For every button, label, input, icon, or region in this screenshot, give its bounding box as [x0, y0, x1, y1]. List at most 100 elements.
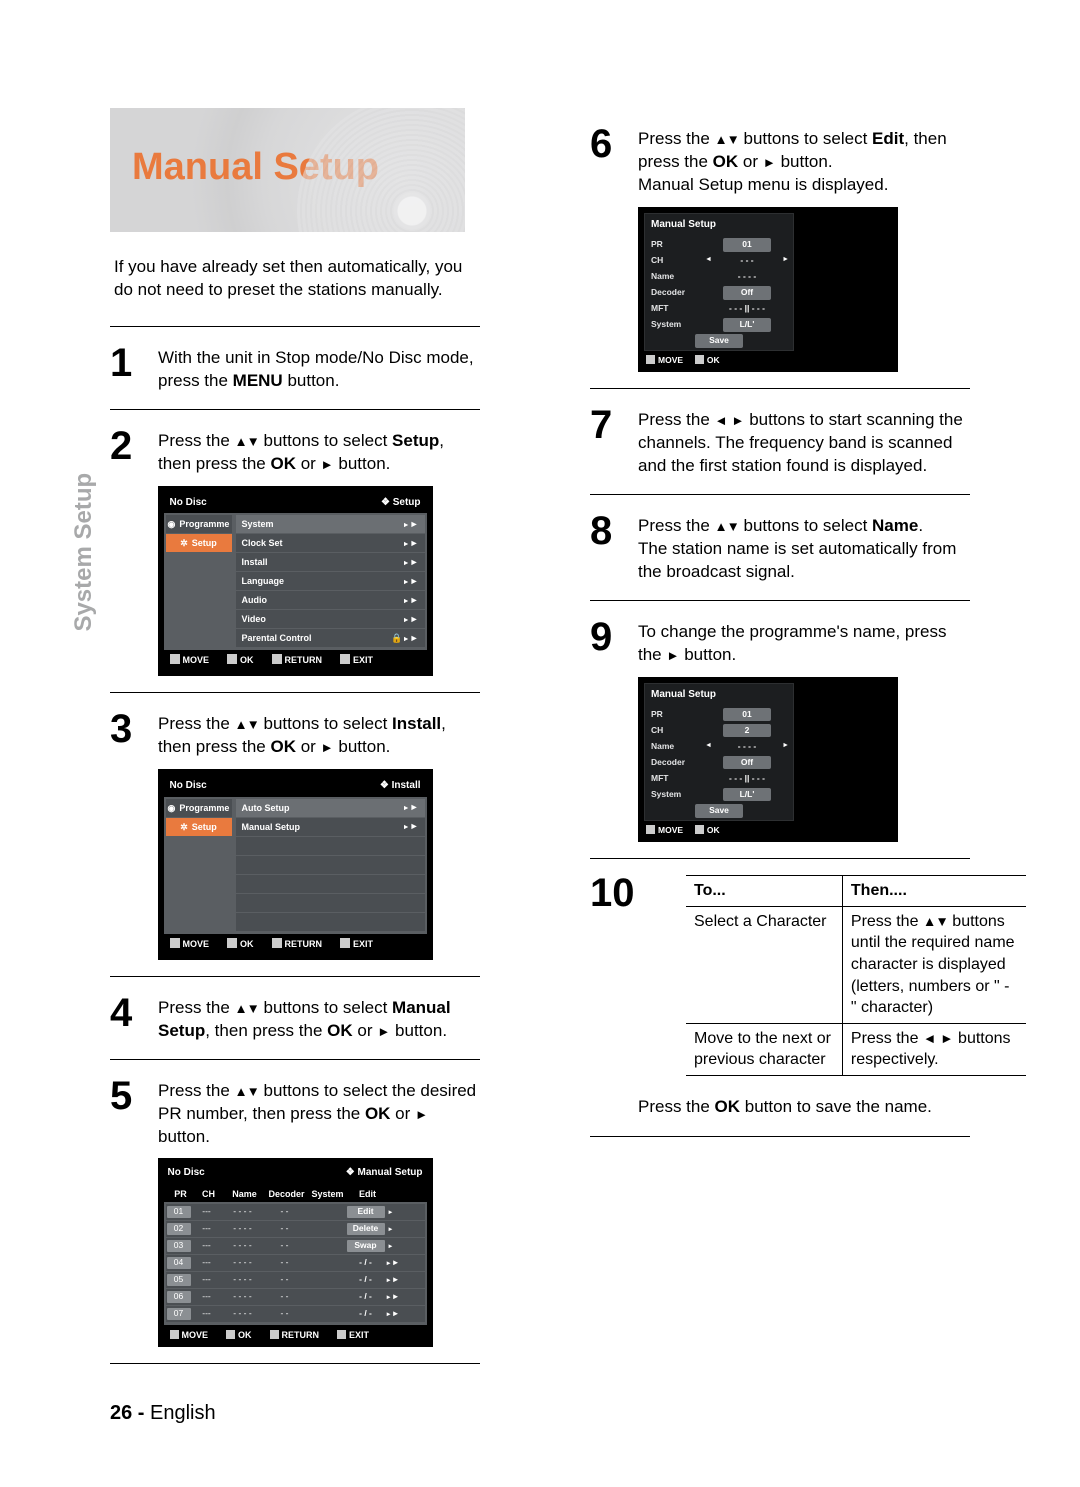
return-icon — [272, 938, 282, 948]
osd-row: Clock Set► — [236, 534, 425, 552]
osd-row: Name- - - - — [647, 739, 791, 754]
osd-tabs: ◉Programme ✲Setup — [164, 797, 234, 934]
osd-row: MFT- - - || - - - — [647, 301, 791, 316]
osd-row: Auto Setup► — [236, 799, 425, 817]
ok-icon — [695, 825, 704, 834]
osd-table-head: PR CH Name Decoder System Edit — [164, 1186, 427, 1202]
divider — [110, 1059, 480, 1060]
table-row: 04---- - - -- -- / -► — [166, 1255, 425, 1271]
exit-icon — [340, 654, 350, 664]
up-down-icon — [235, 714, 259, 733]
osd-manual-list: No Disc ❖ Manual Setup PR CH Name Decode… — [158, 1158, 433, 1347]
right-icon — [321, 454, 334, 473]
osd-row: Name- - - - — [647, 269, 791, 284]
page-columns: Manual Setup If you have already set the… — [110, 108, 970, 1380]
step-10-table: To... Then.... Select a Character Press … — [686, 875, 1026, 1076]
step-num: 5 — [110, 1078, 150, 1149]
step-10-tail: Press the OK button to save the name. — [638, 1096, 970, 1119]
osd-row: DecoderOff — [647, 755, 791, 770]
ok-icon — [227, 938, 237, 948]
osd-foot: MOVE OK RETURN EXIT — [164, 934, 427, 954]
osd-table-body: 01---- - - -- -Edit02---- - - -- -Delete… — [164, 1202, 427, 1325]
table-row: 02---- - - -- -Delete — [166, 1221, 425, 1237]
step-num: 2 — [110, 428, 150, 476]
divider — [110, 976, 480, 977]
osd-row: PR01 — [647, 237, 791, 252]
move-icon — [646, 825, 655, 834]
move-icon — [170, 1330, 179, 1339]
table-row: 05---- - - -- -- / -► — [166, 1272, 425, 1288]
side-tab-label: System Setup — [68, 473, 100, 632]
page-title: Manual Setup — [132, 142, 379, 193]
move-icon — [170, 654, 180, 664]
divider — [110, 409, 480, 410]
table-head-then: Then.... — [842, 876, 1026, 907]
step-3: 3 Press the buttons to select Install, t… — [110, 711, 480, 759]
right-icon — [321, 737, 334, 756]
step-num: 7 — [590, 407, 630, 478]
divider — [590, 1136, 970, 1137]
osd-top: No Disc ❖ Setup — [164, 492, 427, 514]
step-5: 5 Press the buttons to select the desire… — [110, 1078, 480, 1149]
up-down-icon — [715, 516, 739, 535]
osd-rows: PR01CH- - -Name- - - -DecoderOffMFT- - -… — [647, 237, 791, 332]
step-2: 2 Press the buttons to select Setup, the… — [110, 428, 480, 476]
right-icon — [666, 645, 679, 664]
table-row: 01---- - - -- -Edit — [166, 1204, 425, 1220]
up-down-icon — [235, 431, 259, 450]
step-6: 6 Press the buttons to select Edit, then… — [590, 126, 970, 197]
step-num: 10 — [590, 875, 630, 1076]
left-right-icon — [923, 1030, 954, 1047]
osd-menu: System► Clock Set► Install► Language► Au… — [234, 513, 427, 650]
right-icon — [415, 1104, 428, 1123]
osd-save: Save — [695, 804, 743, 817]
osd-row: Language► — [236, 572, 425, 590]
table-row: 06---- - - -- -- / -► — [166, 1289, 425, 1305]
osd-row-empty — [236, 894, 425, 912]
osd-row-empty — [236, 913, 425, 931]
step-text: Press the buttons to select Edit, then p… — [638, 126, 970, 197]
divider — [110, 1363, 480, 1364]
table-row: 07---- - - -- -- / -► — [166, 1306, 425, 1322]
osd-menu: Auto Setup► Manual Setup► — [234, 797, 427, 934]
step-text: Press the buttons to select Install, the… — [158, 711, 480, 759]
ok-icon — [226, 1330, 235, 1339]
divider — [590, 494, 970, 495]
divider — [590, 858, 970, 859]
osd-content: ◉Programme ✲Setup Auto Setup► Manual Set… — [164, 797, 427, 934]
osd-row: Video► — [236, 610, 425, 628]
osd-foot: MOVE OK RETURN EXIT — [164, 650, 427, 670]
osd-rows: PR01CH2Name- - - -DecoderOffMFT- - - || … — [647, 707, 791, 802]
divider — [110, 692, 480, 693]
osd-manual-setup-1: Manual Setup PR01CH- - -Name- - - -Decod… — [638, 207, 898, 372]
osd-foot: MOVE OK RETURN EXIT — [164, 1325, 427, 1341]
step-text: To change the programme's name, press th… — [638, 619, 970, 667]
osd-row: Manual Setup► — [236, 818, 425, 836]
return-icon — [270, 1330, 279, 1339]
step-num: 6 — [590, 126, 630, 197]
step-7: 7 Press the buttons to start scanning th… — [590, 407, 970, 478]
right-icon — [377, 1021, 390, 1040]
step-10: 10 To... Then.... Select a Character Pre… — [590, 875, 970, 1076]
divider — [590, 600, 970, 601]
osd-top: No Disc ❖ Install — [164, 775, 427, 797]
step-text: Press the buttons to select Manual Setup… — [158, 995, 480, 1043]
up-down-icon — [923, 913, 948, 930]
step-num: 8 — [590, 513, 630, 584]
osd-content: ◉Programme ✲Setup System► Clock Set► Ins… — [164, 513, 427, 650]
intro-text: If you have already set then automatical… — [114, 256, 464, 302]
up-down-icon — [235, 998, 259, 1017]
osd-row: Install► — [236, 553, 425, 571]
left-column: Manual Setup If you have already set the… — [110, 108, 480, 1380]
move-icon — [646, 355, 655, 364]
osd-setup-menu: No Disc ❖ Setup ◉Programme ✲Setup System… — [158, 486, 433, 677]
step-text: Press the buttons to select the desired … — [158, 1078, 480, 1149]
osd-save: Save — [695, 334, 743, 347]
osd-tab-setup: ✲Setup — [166, 534, 232, 552]
table-row: Select a Character Press the buttons unt… — [686, 906, 1026, 1023]
osd-row: SystemL/L' — [647, 317, 791, 332]
osd-row-empty — [236, 875, 425, 893]
table-row: Move to the next or previous character P… — [686, 1023, 1026, 1075]
up-down-icon — [235, 1081, 259, 1100]
step-num: 9 — [590, 619, 630, 667]
